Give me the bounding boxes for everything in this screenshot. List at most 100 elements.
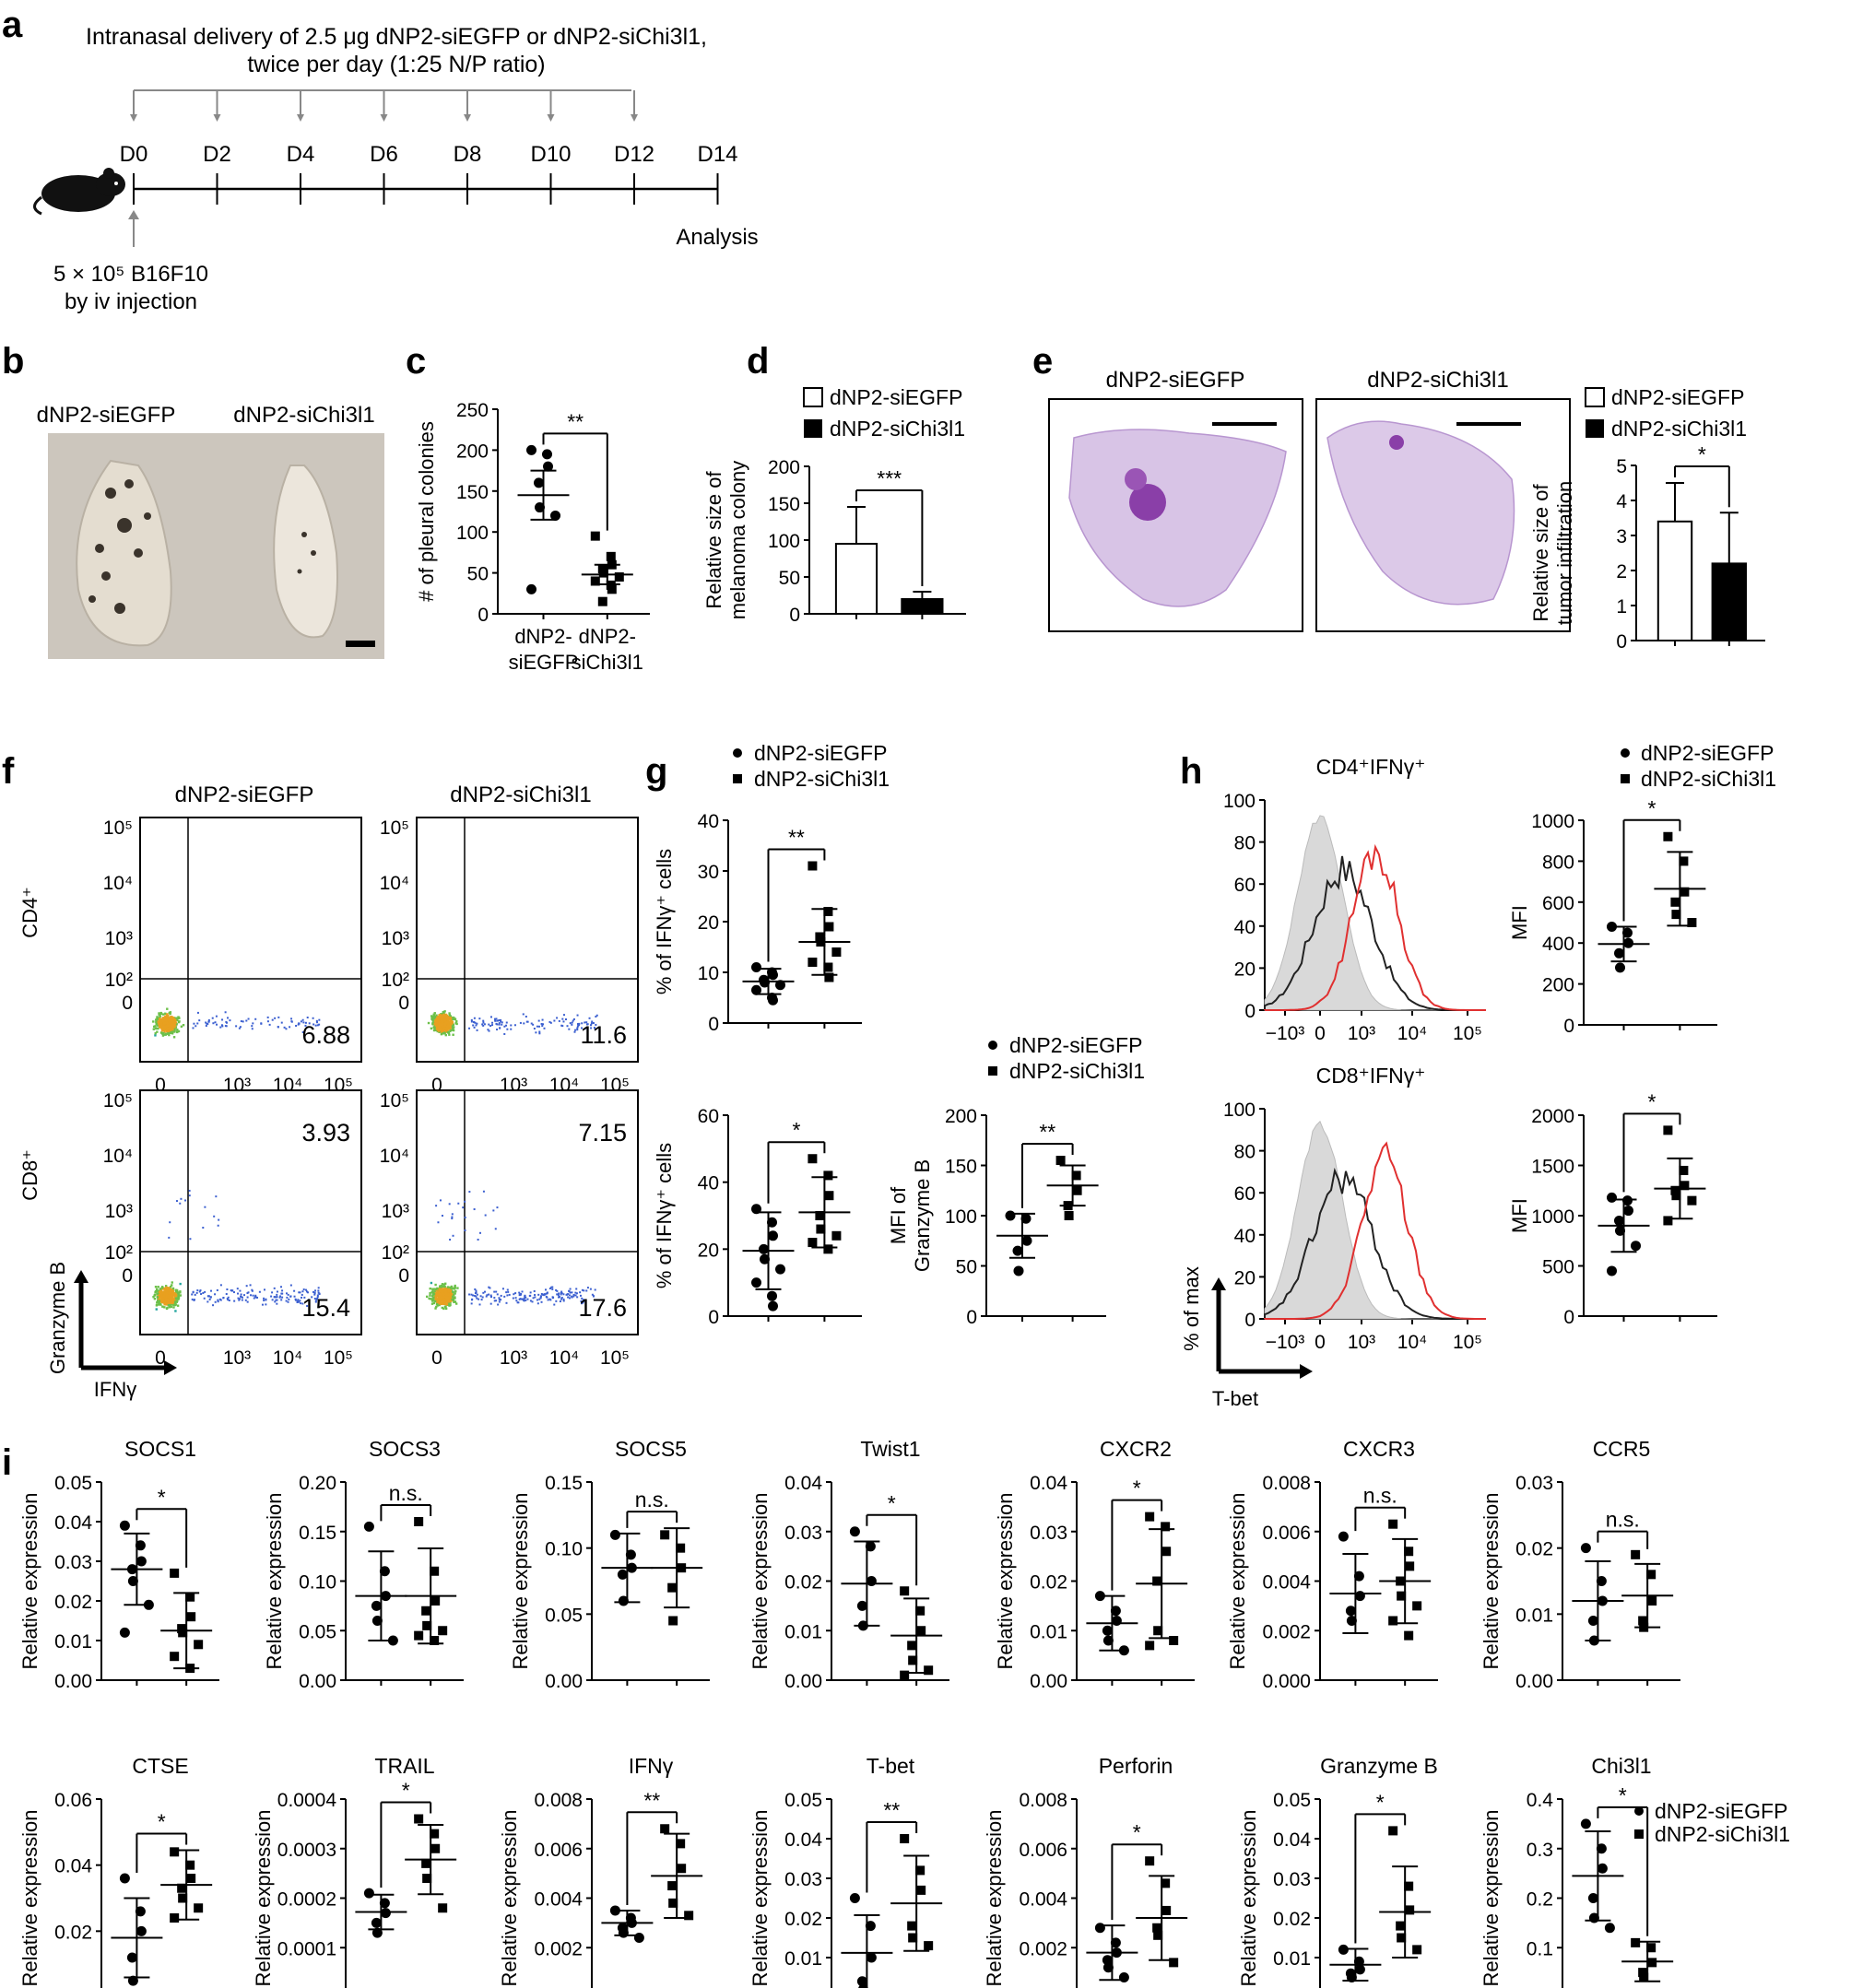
flow-event	[503, 1295, 506, 1298]
flow-event	[539, 1297, 542, 1300]
data-point	[542, 449, 552, 460]
flow-event	[485, 1295, 488, 1298]
flow-y-tick: 0	[398, 1265, 409, 1287]
injection-line2: by iv injection	[65, 289, 197, 314]
y-tick-label: 0	[708, 1307, 719, 1328]
flow-event	[179, 1202, 182, 1205]
flow-event	[251, 1289, 253, 1292]
chart-title: SOCS3	[369, 1437, 441, 1461]
y-axis-label: Relative expression	[18, 1493, 41, 1670]
legend-i-siChi3l1: dNP2-siChi3l1	[1655, 1822, 1790, 1846]
histogram-x-tick-label: 10⁴	[1397, 1023, 1427, 1044]
data-point	[1622, 927, 1633, 938]
y-tick-label: 0.03	[54, 1552, 92, 1573]
data-point	[1153, 1626, 1163, 1636]
flow-event	[219, 1284, 222, 1287]
flow-event	[523, 1022, 525, 1025]
flow-event	[568, 1290, 571, 1293]
flow-event	[168, 1291, 171, 1295]
flow-event	[296, 1300, 299, 1302]
dosing-arrowhead	[213, 114, 221, 122]
data-point	[1152, 1923, 1162, 1933]
flow-event	[436, 1029, 439, 1033]
flow-event	[474, 1021, 477, 1024]
flow-event	[218, 1218, 220, 1221]
data-point	[194, 1640, 204, 1650]
chart-d: 0 50 100 150 200 Relative size of melanoma col…	[702, 457, 966, 626]
data-point	[430, 1829, 440, 1839]
flow-event	[445, 1017, 449, 1020]
y-tick-label: 0.03	[1030, 1523, 1067, 1544]
legend-swatch-open	[1585, 387, 1605, 407]
flow-event	[432, 1301, 435, 1305]
y-tick-label: 0.000	[1262, 1671, 1311, 1692]
y-tick-label: 0	[1616, 631, 1627, 653]
data-point	[760, 977, 770, 988]
y-tick-label: 100	[768, 531, 800, 552]
y-tick-label: 1500	[1531, 1157, 1574, 1178]
flow-event	[450, 1025, 453, 1028]
flow-event	[168, 1031, 171, 1034]
flow-event	[164, 1025, 167, 1029]
flow-event	[541, 1025, 544, 1028]
flow-event	[443, 1024, 447, 1028]
flow-event	[172, 1303, 175, 1307]
flow-event	[453, 1293, 455, 1296]
flow-event	[441, 1306, 444, 1310]
data-point	[618, 1595, 629, 1606]
flow-event	[438, 1029, 442, 1032]
flow-event	[172, 1018, 176, 1021]
flow-event	[497, 1303, 500, 1306]
flow-event	[448, 1024, 451, 1027]
flow-x-tick: 10⁴	[273, 1347, 302, 1369]
flow-event	[442, 1015, 445, 1018]
flow-event	[166, 1298, 169, 1301]
data-point	[1622, 1195, 1633, 1206]
flow-event	[444, 1307, 448, 1311]
data-point	[1607, 1265, 1617, 1276]
legend-marker-circle	[733, 748, 742, 758]
flow-event	[589, 1024, 592, 1027]
y-tick-label: 150	[945, 1157, 977, 1178]
flow-event	[481, 1023, 484, 1026]
flow-event	[506, 1294, 509, 1297]
flow-event	[434, 1021, 438, 1024]
flow-event	[525, 1296, 527, 1299]
y-tick-label: 2	[1616, 561, 1627, 582]
chart-title: Twist1	[860, 1437, 920, 1461]
data-point	[1679, 1165, 1689, 1175]
flow-event	[439, 1286, 442, 1288]
flow-event	[518, 1298, 521, 1300]
significance-label: *	[158, 1485, 166, 1509]
flow-event	[156, 1296, 159, 1299]
flow-event	[440, 1023, 443, 1026]
flow-event	[167, 1297, 171, 1300]
flow-event	[526, 1298, 529, 1300]
data-point	[597, 596, 607, 606]
data-point	[1596, 1843, 1607, 1854]
flow-event	[173, 1028, 176, 1031]
flow-event	[498, 1300, 501, 1303]
flow-event	[293, 1295, 296, 1298]
flow-event	[206, 1300, 209, 1303]
data-point	[759, 1243, 769, 1254]
y-tick-label: 200	[768, 457, 800, 478]
flow-event	[160, 1292, 164, 1295]
dosing-arrowhead	[297, 114, 304, 122]
data-point	[900, 1834, 910, 1843]
flow-event	[434, 1289, 437, 1293]
flow-event	[159, 1288, 163, 1292]
flow-event	[173, 1023, 176, 1026]
flow-event	[260, 1022, 263, 1025]
data-point	[177, 1883, 187, 1893]
flow-event	[451, 1298, 454, 1301]
data-point	[186, 1612, 196, 1622]
flow-event	[155, 1308, 158, 1311]
data-point	[422, 1874, 432, 1883]
flow-event	[221, 1025, 224, 1028]
flow-event	[564, 1018, 567, 1021]
flow-event	[162, 1022, 166, 1025]
data-point	[808, 861, 818, 871]
flow-event	[450, 1294, 453, 1297]
